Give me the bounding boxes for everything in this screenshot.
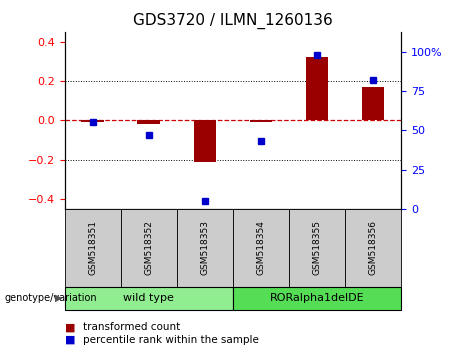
Bar [82, 120, 104, 122]
Text: GSM518355: GSM518355 [313, 220, 321, 275]
Text: GSM518351: GSM518351 [88, 220, 97, 275]
Text: ▶: ▶ [55, 293, 62, 303]
Text: GSM518356: GSM518356 [368, 220, 378, 275]
Text: GSM518354: GSM518354 [256, 220, 266, 275]
Text: genotype/variation: genotype/variation [5, 293, 97, 303]
Bar [177, 209, 233, 287]
Text: wild type: wild type [123, 293, 174, 303]
Text: GSM518353: GSM518353 [200, 220, 209, 275]
Text: GSM518352: GSM518352 [144, 220, 153, 275]
Bar [194, 120, 216, 162]
Title: GDS3720 / ILMN_1260136: GDS3720 / ILMN_1260136 [133, 13, 333, 29]
Text: ■: ■ [65, 322, 75, 332]
Text: RORalpha1delDE: RORalpha1delDE [270, 293, 364, 303]
Text: transformed count: transformed count [83, 322, 180, 332]
Bar [65, 209, 121, 287]
Bar [137, 120, 160, 124]
Bar [345, 209, 401, 287]
Bar [250, 120, 272, 122]
Bar [362, 87, 384, 120]
Bar [306, 57, 328, 120]
Bar [289, 209, 345, 287]
Bar [121, 209, 177, 287]
Bar [233, 209, 289, 287]
Bar [233, 287, 401, 310]
Text: percentile rank within the sample: percentile rank within the sample [83, 335, 259, 345]
Text: ■: ■ [65, 335, 75, 345]
Bar [65, 287, 233, 310]
